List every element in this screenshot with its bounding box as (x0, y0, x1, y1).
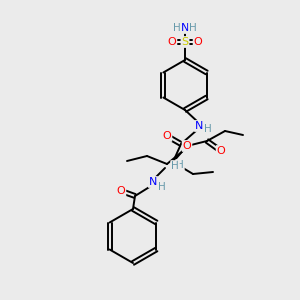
Text: O: O (117, 186, 125, 196)
Text: N: N (195, 121, 203, 131)
Text: H: H (189, 23, 197, 33)
Text: H: H (173, 23, 181, 33)
Text: O: O (163, 131, 171, 141)
Text: H: H (158, 182, 166, 192)
Text: N: N (149, 177, 157, 187)
Text: O: O (194, 37, 202, 47)
Text: H: H (204, 124, 212, 134)
Text: H: H (171, 161, 179, 171)
Text: H: H (176, 160, 184, 170)
Text: N: N (181, 23, 189, 33)
Text: O: O (168, 37, 176, 47)
Text: O: O (217, 146, 225, 156)
Text: S: S (182, 37, 189, 47)
Text: O: O (183, 141, 191, 151)
